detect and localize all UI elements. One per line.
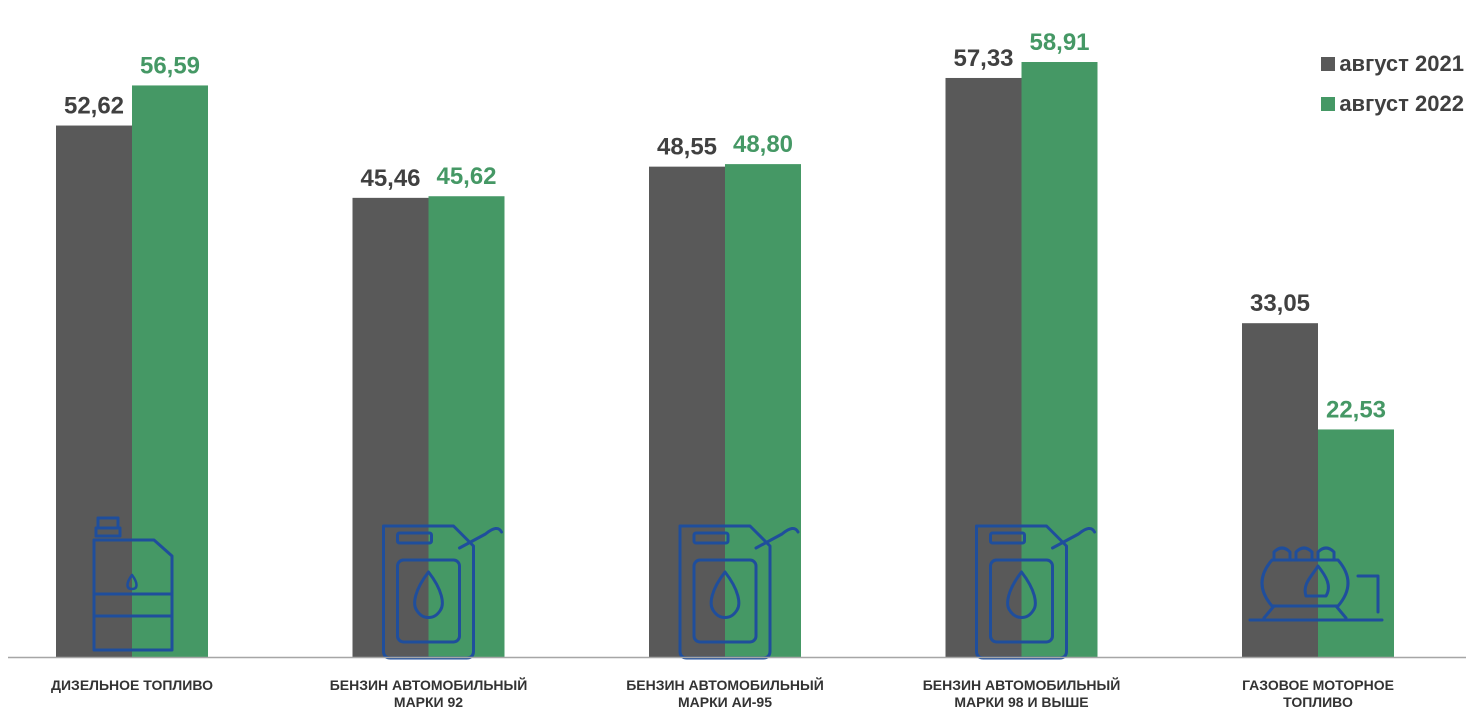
category-label-3: БЕНЗИН АВТОМОБИЛЬНЫЙ (923, 676, 1121, 693)
jerrycan-icon (382, 524, 503, 660)
legend-item-2021: август 2021 (1321, 44, 1464, 84)
category-label-2: БЕНЗИН АВТОМОБИЛЬНЫЙ (626, 676, 824, 693)
legend-label-2022: август 2022 (1339, 91, 1464, 116)
gas-tank-icon (1248, 546, 1384, 622)
category-label-1: МАРКИ 92 (394, 694, 463, 710)
legend-item-2022: август 2022 (1321, 84, 1464, 124)
value-label-2021-1: 45,46 (360, 165, 420, 192)
value-label-2021-0: 52,62 (64, 93, 124, 120)
bar-2022-3 (1021, 62, 1098, 658)
value-label-2022-4: 22,53 (1326, 396, 1386, 423)
bar-2021-1 (352, 197, 429, 657)
fuel-canister-icon (92, 516, 174, 652)
category-label-1: БЕНЗИН АВТОМОБИЛЬНЫЙ (330, 676, 528, 693)
value-label-2021-4: 33,05 (1250, 290, 1310, 317)
value-label-2021-3: 57,33 (953, 45, 1013, 72)
bar-2022-1 (428, 196, 505, 657)
value-label-2022-1: 45,62 (436, 163, 496, 190)
legend-swatch-2021 (1321, 57, 1336, 71)
value-label-2021-2: 48,55 (657, 134, 717, 161)
category-label-3: МАРКИ 98 И ВЫШЕ (954, 694, 1088, 710)
bar-2021-3 (945, 77, 1022, 658)
value-label-2022-0: 56,59 (140, 52, 200, 79)
bar-2021-4 (1242, 323, 1318, 657)
category-label-0: ДИЗЕЛЬНОЕ ТОПЛИВО (51, 677, 213, 693)
category-label-2: МАРКИ АИ-95 (678, 694, 772, 710)
bar-2022-2 (725, 164, 801, 657)
legend: август 2021 август 2022 (1321, 44, 1464, 124)
value-label-2022-2: 48,80 (733, 131, 793, 158)
bars-group (56, 62, 1394, 658)
bar-2022-0 (132, 85, 208, 658)
category-label-4: ТОПЛИВО (1283, 694, 1353, 710)
value-label-2022-3: 58,91 (1029, 29, 1089, 56)
legend-label-2021: август 2021 (1339, 51, 1464, 76)
category-labels-group: ДИЗЕЛЬНОЕ ТОПЛИВО БЕНЗИН АВТОМОБИЛЬНЫЙМАР… (51, 676, 1394, 710)
bar-2021-2 (649, 166, 725, 657)
category-label-4: ГАЗОВОЕ МОТОРНОЕ (1242, 677, 1394, 693)
legend-swatch-2022 (1321, 97, 1336, 111)
bar-2022-4 (1318, 429, 1394, 657)
value-labels-group: 52,62 56,59 45,46 45,62 48,55 48,80 57,33 58,91… (64, 29, 1386, 423)
